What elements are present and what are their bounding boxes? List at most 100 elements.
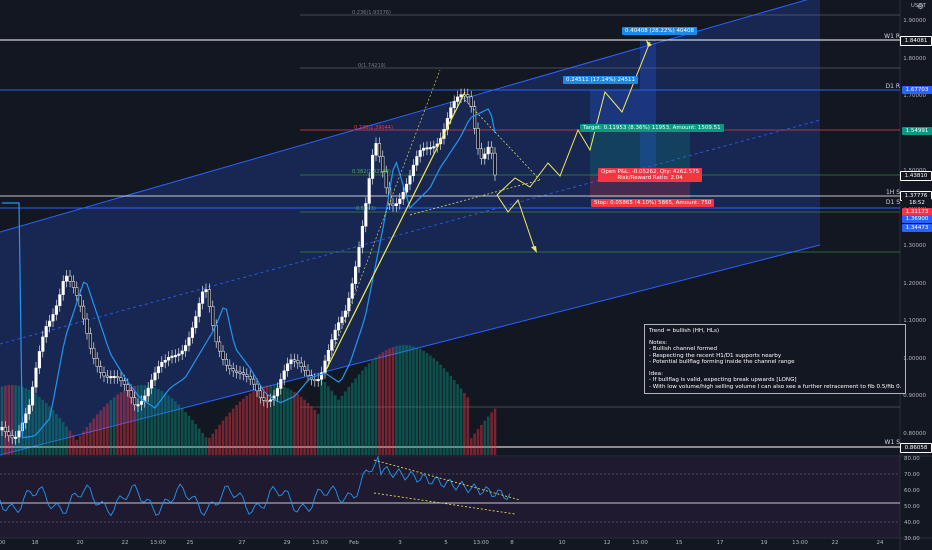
candle <box>221 350 225 360</box>
volume-bar <box>259 387 262 455</box>
target-label: Target: 0.11953 (8.36%) 11953, Amount: 1… <box>580 124 724 132</box>
bullish-channel <box>0 0 820 455</box>
price-tag: 1.54991 <box>902 127 932 135</box>
price-tick: 1.90000 <box>903 18 926 24</box>
volume-bar <box>439 364 442 455</box>
volume-bar <box>367 363 371 455</box>
candle <box>10 435 14 439</box>
time-tick: 10 <box>558 540 566 546</box>
volume-bar <box>102 406 106 455</box>
candle <box>415 156 419 166</box>
volume-bar <box>126 388 130 455</box>
candle <box>303 366 307 371</box>
volume-bar <box>296 394 300 455</box>
volume-bar <box>136 385 140 455</box>
candle <box>398 198 402 204</box>
volume-bar <box>415 347 419 455</box>
time-axis[interactable]: 00 18 20 22 13:00 25 27 29 13:00 Feb 3 5 13:00 8 10 12 1… <box>0 538 900 550</box>
volume-bar <box>293 391 296 455</box>
time-tick: 20 <box>76 540 84 546</box>
volume-bar <box>282 386 286 455</box>
notes-box[interactable]: Trend = bullish (HH, HLs) Notes: - Bulli… <box>644 324 906 394</box>
volume-bar <box>201 432 204 455</box>
candle <box>136 404 140 407</box>
volume-bar <box>177 404 181 455</box>
volume-bar <box>398 345 402 455</box>
rsi-tick: 70.00 <box>904 472 920 478</box>
gear-icon[interactable]: ⚙ <box>916 2 924 11</box>
candle <box>34 367 38 388</box>
price-tick: 1.80000 <box>903 55 926 62</box>
volume-bar <box>170 398 174 455</box>
price-axis[interactable]: USDT 1.900001.800001.700001.600001.50000… <box>900 0 932 538</box>
candle <box>343 310 347 318</box>
candle <box>44 326 48 338</box>
time-tick: 8 <box>510 540 514 546</box>
fib-label-0236: 0.236(1.39044) <box>354 125 393 131</box>
idea-title: Idea: <box>649 370 663 377</box>
candle <box>411 164 415 177</box>
volume-bar <box>129 386 133 455</box>
rsi-line <box>0 455 511 517</box>
volume-bar <box>381 352 385 455</box>
candle <box>255 383 259 392</box>
volume-bar <box>55 413 58 455</box>
volume-bar <box>316 413 320 455</box>
volume-bar <box>78 435 82 455</box>
candle <box>139 401 143 405</box>
stop-label: Stop: 0.05865 (4.10%) 5865, Amount: 750 <box>591 199 715 207</box>
candle <box>456 96 460 102</box>
candle <box>265 400 269 403</box>
time-tick: 27 <box>238 540 246 546</box>
candle <box>428 147 432 150</box>
volume-bar <box>374 357 378 455</box>
candle <box>61 281 65 295</box>
volume-bar <box>99 410 102 455</box>
candle <box>405 183 409 193</box>
candle <box>231 368 235 372</box>
volume-bar <box>354 378 357 455</box>
candle <box>367 178 371 204</box>
volume-bar <box>364 366 368 455</box>
candle <box>99 366 103 373</box>
volume-bar <box>276 385 279 455</box>
candle <box>190 327 194 338</box>
notes-trend: Trend = bullish (HH, HLs) <box>649 328 720 334</box>
candle <box>316 379 320 382</box>
volume-bar <box>163 392 167 455</box>
volume-bar <box>211 433 215 455</box>
fib-label-05: 0.5(1.3) <box>356 206 376 212</box>
candle <box>146 387 150 397</box>
candle <box>194 316 198 329</box>
currency-label: USDT <box>910 3 926 9</box>
candle <box>394 203 398 206</box>
candle <box>218 341 222 352</box>
candle <box>156 366 160 374</box>
volume-bar <box>412 346 415 455</box>
volume-bar <box>61 422 65 455</box>
candle <box>228 364 232 369</box>
candle <box>88 333 92 349</box>
volume-bar <box>34 394 38 455</box>
volume-bar <box>483 420 487 455</box>
volume-bar <box>31 391 34 455</box>
volume-bar <box>401 345 405 455</box>
candle <box>82 305 86 320</box>
moving-average-line <box>2 108 496 439</box>
volume-bar <box>221 420 225 455</box>
time-tick: 15 <box>675 540 683 546</box>
target-label-top: 0.40408 (28.22%) 40408 <box>622 27 697 35</box>
volume-bar <box>133 385 136 455</box>
volume-bar <box>51 410 55 455</box>
candle <box>466 94 470 98</box>
volume-bar <box>38 396 41 455</box>
candle <box>14 436 18 439</box>
volume-bar <box>320 377 323 455</box>
candle <box>486 146 490 155</box>
volume-bar <box>245 395 249 455</box>
candle <box>163 359 167 363</box>
volume-bar <box>340 395 344 455</box>
candle <box>337 322 341 331</box>
level-label-1hs: 1H S <box>885 189 900 196</box>
